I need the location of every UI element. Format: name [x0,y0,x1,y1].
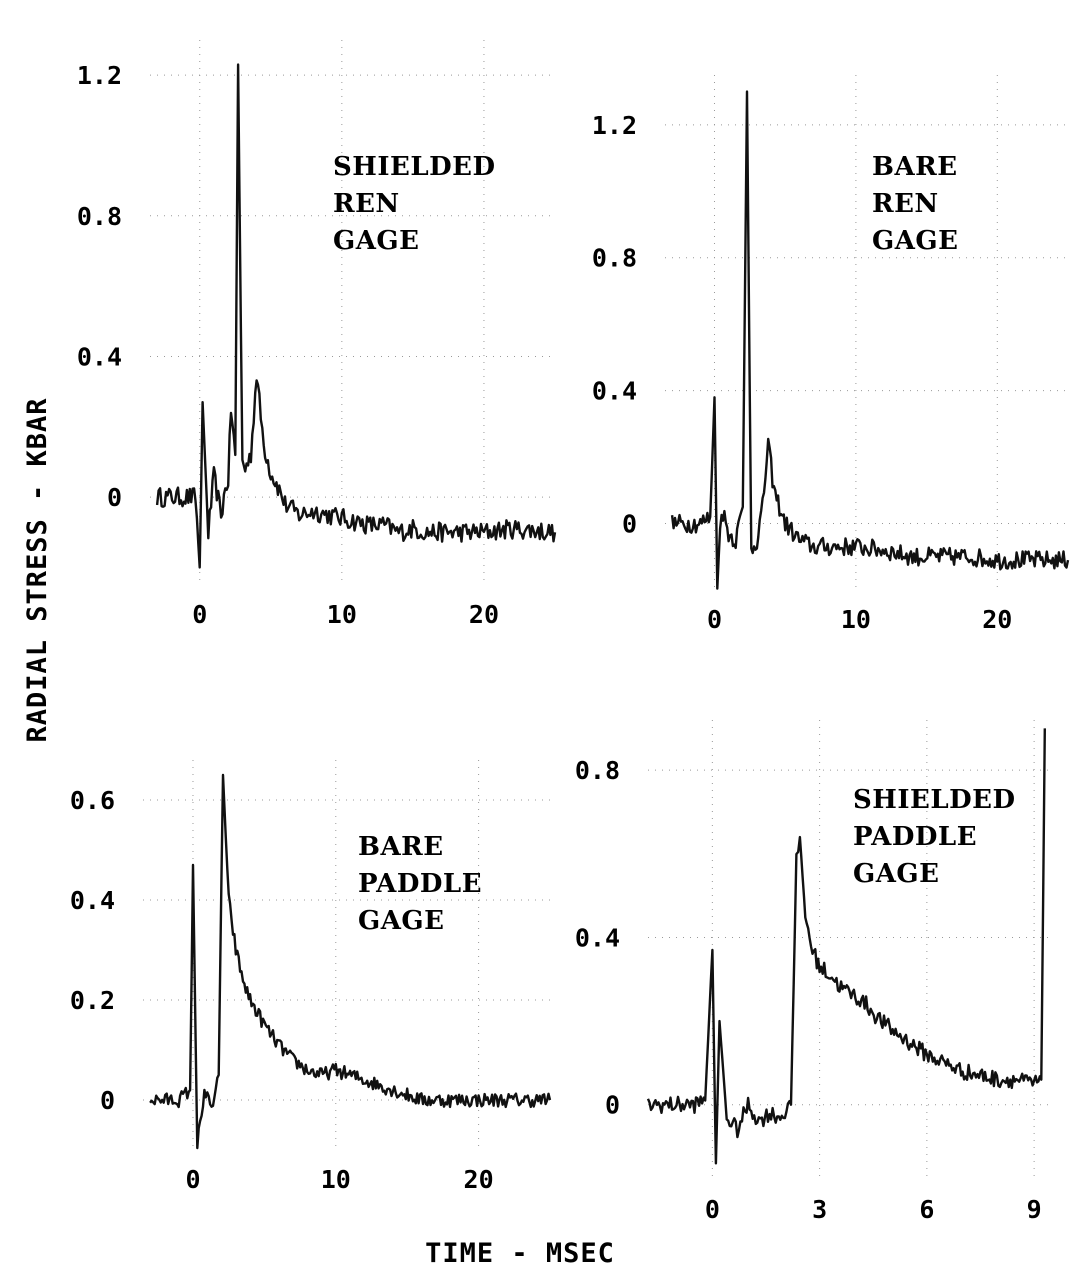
y-tick-label: 0.4 [70,886,115,915]
y-tick-label: 0.4 [77,342,122,371]
stress-trace [646,728,1046,1165]
panel-label-line: SHIELDED [333,152,496,182]
x-tick-label: 10 [321,1165,351,1194]
panel-label-line: REN [333,189,400,219]
panel-label-line: PADDLE [358,869,482,899]
chart-panel-3: 0 0.2 0.4 0.6 0 10 20 BARE PADDLE GAGE [70,760,552,1194]
stress-trace [155,63,557,569]
x-tick-label: 0 [192,600,207,629]
x-tick-label: 6 [919,1195,934,1224]
stress-trace [670,90,1070,590]
x-tick-label: 0 [705,1195,720,1224]
x-tick-label: 9 [1027,1195,1042,1224]
y-tick-label: 0.4 [592,377,637,406]
panel-label-line: SHIELDED [853,785,1016,815]
y-tick-label: 0.2 [70,986,115,1015]
y-axis-title: RADIAL STRESS - KBAR [22,397,53,742]
y-tick-label: 0.8 [592,244,637,273]
y-tick-label: 0 [107,483,122,512]
x-tick-label: 20 [982,605,1012,634]
x-tick-label: 3 [812,1195,827,1224]
x-axis-title: TIME - MSEC [425,1238,615,1269]
panel-label-line: PADDLE [853,822,977,852]
y-tick-label: 0.6 [70,786,115,815]
y-tick-label: 1.2 [77,61,122,90]
stress-trace [149,773,552,1150]
y-tick-label: 0.8 [575,756,620,785]
x-tick-label: 20 [464,1165,494,1194]
chart-panels: 0 0.4 0.8 1.2 0 10 20 SHIELDED REN GAGE 0 0.4 0.8 1.2… [70,40,1070,1224]
panel-label-line: REN [872,189,939,219]
y-tick-label: 0 [605,1091,620,1120]
y-tick-label: 0 [100,1086,115,1115]
panel-label-line: GAGE [872,226,958,256]
y-tick-label: 0 [622,510,637,539]
panel-label-line: BARE [358,832,444,862]
chart-panel-2: 0 0.4 0.8 1.2 0 10 20 BARE REN GAGE [592,75,1070,634]
chart-panel-4: 0 0.4 0.8 0 3 6 9 SHIELDED PADDLE GAGE [575,720,1052,1224]
x-tick-label: 0 [707,605,722,634]
y-tick-label: 0.4 [575,923,620,952]
panel-label-line: BARE [872,152,958,182]
x-tick-label: 20 [469,600,499,629]
x-tick-label: 10 [841,605,871,634]
x-tick-label: 10 [327,600,357,629]
x-tick-label: 0 [185,1165,200,1194]
y-tick-label: 1.2 [592,111,637,140]
chart-panel-1: 0 0.4 0.8 1.2 0 10 20 SHIELDED REN GAGE [77,40,557,629]
panel-label-line: GAGE [358,906,444,936]
y-tick-label: 0.8 [77,202,122,231]
panel-label-line: GAGE [853,859,939,889]
panel-label-line: GAGE [333,226,419,256]
